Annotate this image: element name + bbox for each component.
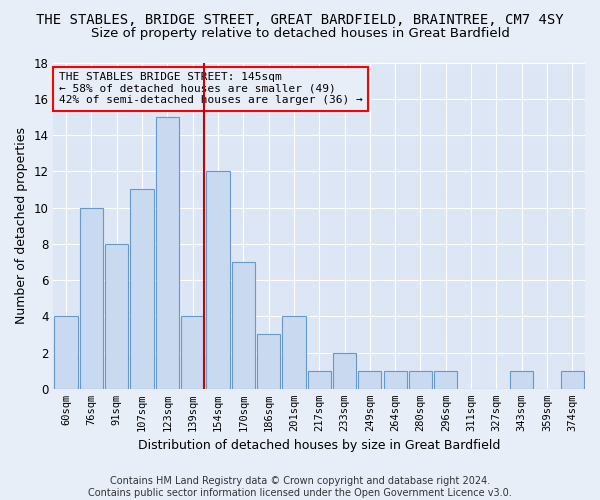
Bar <box>55 316 78 389</box>
Bar <box>257 334 280 389</box>
Bar <box>232 262 255 389</box>
Bar <box>560 370 584 389</box>
Bar <box>155 117 179 389</box>
Bar <box>308 370 331 389</box>
Bar <box>105 244 128 389</box>
Text: THE STABLES BRIDGE STREET: 145sqm
← 58% of detached houses are smaller (49)
42% : THE STABLES BRIDGE STREET: 145sqm ← 58% … <box>59 72 362 106</box>
X-axis label: Distribution of detached houses by size in Great Bardfield: Distribution of detached houses by size … <box>138 440 500 452</box>
Y-axis label: Number of detached properties: Number of detached properties <box>15 127 28 324</box>
Bar <box>510 370 533 389</box>
Bar <box>206 172 230 389</box>
Text: Contains HM Land Registry data © Crown copyright and database right 2024.
Contai: Contains HM Land Registry data © Crown c… <box>88 476 512 498</box>
Bar <box>80 208 103 389</box>
Text: Size of property relative to detached houses in Great Bardfield: Size of property relative to detached ho… <box>91 28 509 40</box>
Bar <box>434 370 457 389</box>
Bar <box>333 352 356 389</box>
Bar <box>130 190 154 389</box>
Text: THE STABLES, BRIDGE STREET, GREAT BARDFIELD, BRAINTREE, CM7 4SY: THE STABLES, BRIDGE STREET, GREAT BARDFI… <box>36 12 564 26</box>
Bar <box>383 370 407 389</box>
Bar <box>181 316 204 389</box>
Bar <box>358 370 382 389</box>
Bar <box>282 316 305 389</box>
Bar <box>409 370 432 389</box>
